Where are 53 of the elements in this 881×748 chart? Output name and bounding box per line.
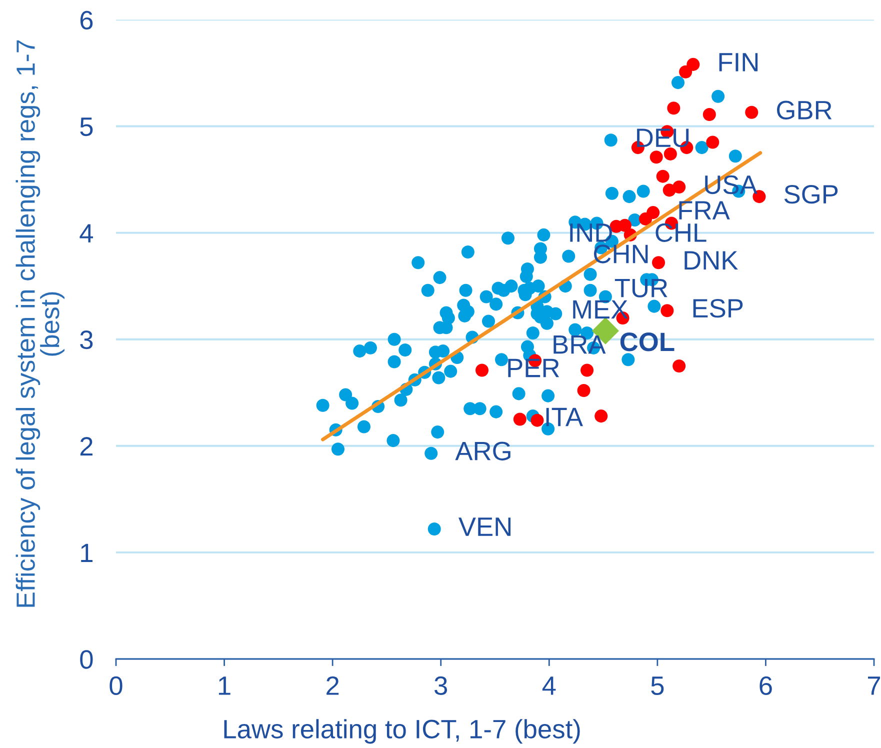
point	[672, 359, 686, 372]
point	[530, 414, 544, 427]
point	[577, 384, 590, 398]
point	[475, 364, 489, 377]
y-tick-label: 6	[80, 10, 93, 30]
y-tick-label: 2	[80, 437, 92, 456]
annotation: FIN	[719, 53, 758, 72]
x-tick-label: 6	[760, 676, 772, 696]
y-tick-label: 5	[80, 118, 93, 136]
point	[672, 180, 686, 194]
point	[667, 102, 680, 115]
point	[702, 108, 716, 122]
point	[745, 106, 758, 119]
annotation: DNK	[684, 251, 738, 270]
annotation: IND	[570, 224, 612, 242]
annotation: TUR	[614, 279, 668, 298]
annotation: DEU	[637, 128, 689, 148]
annotation: ITA	[546, 408, 583, 426]
point	[639, 212, 652, 226]
point	[652, 256, 666, 270]
x-axis-title: Laws relating to ICT, 1-7 (best)	[224, 719, 580, 744]
point	[650, 150, 663, 164]
annotation: SGP	[784, 184, 838, 204]
x-tick-label: 3	[434, 676, 448, 696]
point	[679, 65, 692, 78]
x-tick-label: 4	[542, 676, 556, 695]
point	[660, 304, 674, 318]
point	[706, 136, 720, 149]
x-tick-label: 2	[326, 676, 339, 695]
annotation: ESP	[693, 298, 743, 318]
point	[656, 170, 670, 183]
annotation: ARG	[455, 442, 510, 460]
point	[594, 410, 608, 423]
point	[580, 364, 594, 377]
y-tick-label: 1	[81, 544, 92, 562]
annotation: CHL	[656, 223, 706, 242]
point	[618, 218, 632, 232]
point	[664, 147, 677, 160]
series-label: COL	[620, 332, 674, 352]
y-tick-label: 3	[80, 330, 93, 350]
annotation: PER	[508, 358, 560, 378]
x-tick-label: 7	[868, 676, 880, 695]
y-axis-title: Efficiency of legal system in challenging regs, 1-7 (best)	[16, 40, 64, 607]
y-tick-label: 4	[80, 224, 94, 242]
point	[513, 412, 526, 426]
x-tick-label: 5	[651, 676, 664, 696]
x-tick-label: 1	[218, 676, 230, 695]
y-tick-label: 0	[80, 650, 93, 669]
annotation: MEX	[573, 300, 628, 318]
x-tick-label: 0	[110, 676, 122, 696]
annotation: VEN	[458, 518, 510, 536]
annotation: GBR	[776, 100, 832, 120]
annotation: FRA	[679, 201, 730, 220]
